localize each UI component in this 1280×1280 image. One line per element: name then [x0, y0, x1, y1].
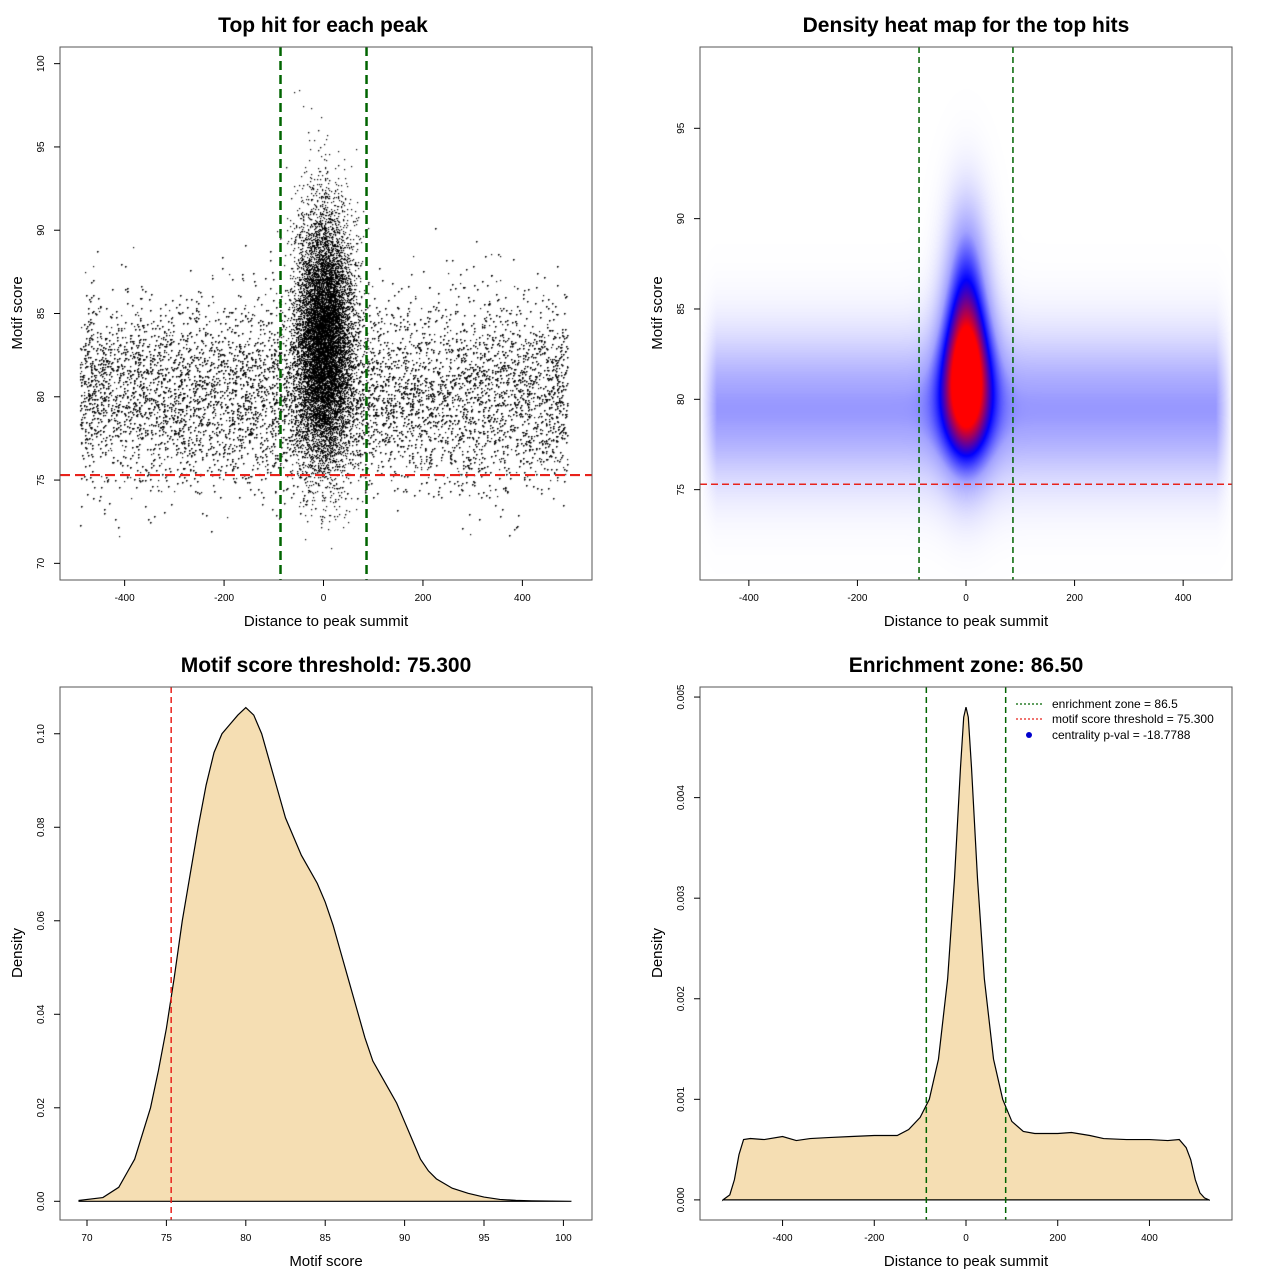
heatmap-reference-lines [700, 47, 1232, 580]
x-tick-label: 0 [321, 593, 327, 604]
x-tick-label: 90 [399, 1233, 411, 1244]
heatmap-x-axis: -400 -200 0 200 400 [739, 580, 1192, 604]
x-tick-label: 80 [240, 1233, 252, 1244]
score-density-title: Motif score threshold: 75.300 [181, 654, 472, 677]
scatter-y-label: Motif score [9, 276, 26, 349]
x-tick-label: -400 [739, 593, 759, 604]
distance-density-reference-lines [925, 687, 1007, 1220]
distance-density-title: Enrichment zone: 86.50 [849, 654, 1084, 677]
panel-heatmap: Density heat map for the top hits -400 -2… [649, 14, 1233, 630]
y-tick-label: 0.00 [36, 1191, 47, 1211]
heatmap-title: Density heat map for the top hits [803, 14, 1130, 37]
score-density-x-label: Motif score [289, 1253, 362, 1270]
scatter-points [60, 47, 592, 580]
y-tick-label: 95 [36, 141, 47, 153]
y-tick-label: 70 [36, 557, 47, 569]
distance-density-x-label: Distance to peak summit [884, 1253, 1049, 1270]
x-tick-label: 400 [514, 593, 531, 604]
x-tick-label: 95 [478, 1233, 490, 1244]
y-tick-label: 0.10 [36, 724, 47, 744]
y-tick-label: 0.005 [676, 684, 687, 709]
x-tick-label: -400 [773, 1233, 793, 1244]
x-tick-label: 200 [1066, 593, 1083, 604]
scatter-reference-lines [60, 47, 592, 580]
y-tick-label: 85 [676, 303, 687, 315]
y-tick-label: 0.003 [676, 885, 687, 910]
score-density-y-axis: 0.00 0.02 0.04 0.06 0.08 0.10 [36, 724, 60, 1211]
x-tick-label: 0 [963, 1233, 969, 1244]
heatmap-density [700, 47, 1232, 580]
legend: enrichment zone = 86.5 motif score thres… [1016, 697, 1214, 742]
scatter-y-axis: 70 75 80 85 90 95 100 [36, 55, 60, 569]
legend-swatch-pval [1026, 732, 1032, 738]
heatmap-y-label: Motif score [649, 276, 666, 349]
score-density-area [78, 706, 572, 1202]
y-tick-label: 0.001 [676, 1086, 687, 1111]
x-tick-label: -200 [214, 593, 234, 604]
heatmap-x-label: Distance to peak summit [884, 613, 1049, 630]
x-tick-label: -400 [115, 593, 135, 604]
y-tick-label: 75 [676, 484, 687, 496]
distance-density-x-axis: -400 -200 0 200 400 [773, 1220, 1158, 1244]
scatter-x-axis: -400 -200 0 200 400 [115, 580, 531, 604]
distance-density-y-axis: 0.000 0.001 0.002 0.003 0.004 0.005 [676, 684, 700, 1212]
x-tick-label: 200 [415, 593, 432, 604]
legend-label-pval: centrality p-val = -18.7788 [1052, 728, 1191, 742]
y-tick-label: 0.04 [36, 1004, 47, 1024]
y-tick-label: 80 [36, 391, 47, 403]
x-tick-label: 0 [963, 593, 969, 604]
panel-scatter: Top hit for each peak -400 -200 0 200 400 70… [9, 14, 593, 630]
y-tick-label: 75 [36, 474, 47, 486]
x-tick-label: 70 [81, 1233, 93, 1244]
x-tick-label: 400 [1175, 593, 1192, 604]
y-tick-label: 100 [36, 55, 47, 72]
y-tick-label: 90 [36, 224, 47, 236]
legend-label-enrichment: enrichment zone = 86.5 [1052, 697, 1178, 711]
y-tick-label: 95 [676, 122, 687, 134]
heatmap-y-axis: 75 80 85 90 95 [676, 122, 700, 495]
distance-density-y-label: Density [649, 927, 666, 978]
score-density-x-axis: 70 75 80 85 90 95 100 [81, 1220, 572, 1244]
x-tick-label: 200 [1049, 1233, 1066, 1244]
y-tick-label: 0.004 [676, 785, 687, 810]
panel-score-density: Motif score threshold: 75.300 70 75 80 85 90… [9, 654, 593, 1270]
x-tick-label: 75 [161, 1233, 173, 1244]
x-tick-label: -200 [847, 593, 867, 604]
scatter-x-label: Distance to peak summit [244, 613, 409, 630]
y-tick-label: 0.06 [36, 911, 47, 931]
panel-distance-density: Enrichment zone: 86.50 -400 -200 0 200 400 0… [649, 654, 1233, 1270]
score-density-y-label: Density [9, 927, 26, 978]
y-tick-label: 85 [36, 308, 47, 320]
score-density-frame [59, 686, 593, 1221]
distance-density-area [721, 706, 1210, 1201]
y-tick-label: 0.000 [676, 1187, 687, 1212]
y-tick-label: 90 [676, 213, 687, 225]
y-tick-label: 0.08 [36, 817, 47, 837]
x-tick-label: -200 [864, 1233, 884, 1244]
scatter-plot-area [60, 47, 592, 580]
y-tick-label: 0.002 [676, 986, 687, 1011]
x-tick-label: 400 [1141, 1233, 1158, 1244]
x-tick-label: 85 [320, 1233, 332, 1244]
y-tick-label: 0.02 [36, 1098, 47, 1118]
scatter-title: Top hit for each peak [218, 14, 428, 37]
legend-label-threshold: motif score threshold = 75.300 [1052, 712, 1214, 726]
y-tick-label: 80 [676, 393, 687, 405]
x-tick-label: 100 [555, 1233, 572, 1244]
